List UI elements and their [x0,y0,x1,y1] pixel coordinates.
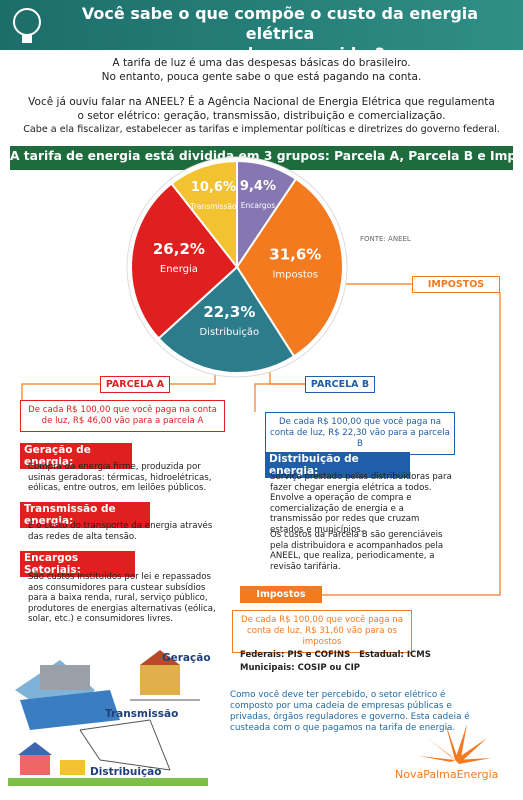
parcela-b-label: PARCELA B [305,376,375,393]
impostos-label: Impostos [240,586,322,603]
header-title: Você sabe o que compõe o custo da energi… [50,4,510,64]
value-label: 9,4% [240,179,276,194]
value-label: 22,3% [203,303,255,321]
parcela-a-note: De cada R$ 100,00 que você paga na conta… [20,400,225,432]
impostos-tag: IMPOSTOS [412,276,500,293]
illustration-label: Geração [162,652,211,664]
illustration-label: Distribuição [90,766,162,778]
intro-line: Cabe a ela fiscalizar, estabelecer as ta… [23,124,500,135]
pie-slice [157,265,296,374]
section-text: Os custos da Parcela B são gerenciáveis … [270,530,444,572]
slice-label: Distribuição [199,327,259,338]
section-title: Distribuição de energia: [265,452,410,478]
taxes: Federais: PIS e COFINS Estadual: ICMS [240,650,431,660]
chart-source: FONTE: ANEEL [360,235,411,243]
intro-line: No entanto, pouca gente sabe o que está … [101,71,422,83]
closing-text: Como você deve ter percebido, o setor el… [230,690,470,733]
logo-text: NovaPalmaEnergia [395,768,499,781]
pie-slice [235,177,344,358]
chart-title: A tarifa de energia está dividida em 3 g… [10,149,523,163]
intro-line: Você já ouviu falar na ANEEL? É a Agênci… [28,96,495,108]
bulb-base [22,35,32,43]
section-title: Encargos Setoriais: [20,551,135,577]
taxes: Municipais: COSIP ou CIP [240,663,360,673]
slice-label: Encargos [241,201,276,210]
section-text: Compra da energia firme, produzida por u… [28,462,212,493]
value-label: 10,6% [191,180,236,195]
impostos-note: De cada R$ 100,00 que você paga na conta… [232,610,412,653]
illustration-label: Transmissão [105,708,179,720]
pie-slice [130,182,239,340]
section-text: São custos instituídos por lei e repassa… [28,572,216,624]
title-line: Você sabe o que compõe o custo da energi… [81,4,479,43]
connectors [21,283,501,596]
logo-icon [419,722,491,764]
parcela-b-note: De cada R$ 100,00 que você paga na conta… [265,412,455,455]
slice-label: Transmissão [189,202,237,211]
slice-label: Energia [160,264,198,275]
section-text: Serviço prestado pelas distribuidoras pa… [270,472,452,535]
title-line: paga pelo consumidor? [175,44,385,63]
section-text: É o custo do transporte da energia atrav… [28,521,213,542]
section-title: Transmissão de energia: [20,502,150,528]
parcela-a-label: PARCELA A [100,376,170,393]
intro-line: A tarifa de luz é uma das despesas básic… [112,57,411,69]
header-bar [0,0,523,50]
value-label: 31,6% [269,246,321,264]
illustration [8,650,208,786]
pie-slice [170,159,238,270]
section-title: Geração de energia: [20,443,132,469]
intro-line: o setor elétrico: geração, transmissão, … [77,110,446,122]
value-label: 26,2% [153,240,205,258]
slice-label: Impostos [272,270,318,281]
